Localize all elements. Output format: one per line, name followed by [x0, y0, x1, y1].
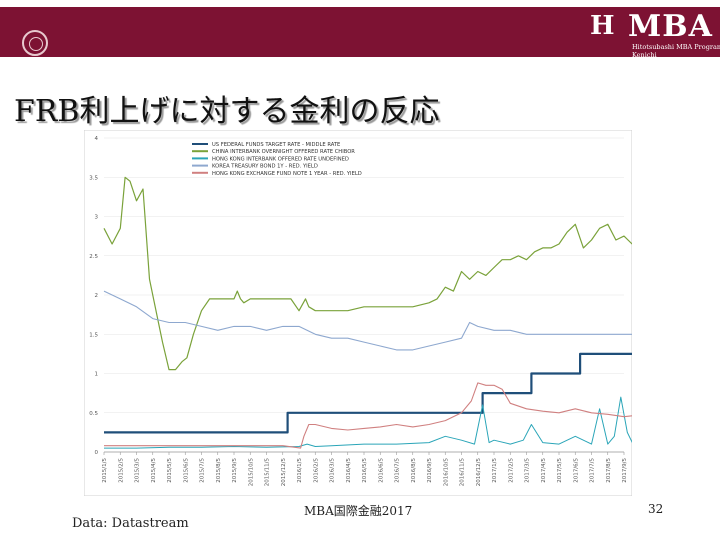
x-tick-label: 2016/5/5: [362, 458, 368, 483]
legend-label: HONG KONG EXCHANGE FUND NOTE 1 YEAR - RE…: [212, 171, 362, 177]
y-tick-label: 3: [95, 215, 99, 221]
university-seal-icon: [22, 30, 48, 56]
x-tick-label: 2015/6/5: [183, 458, 189, 483]
banner-bar: [0, 7, 720, 57]
logo-subtitle-2: Kenichi: [632, 51, 657, 59]
y-tick-label: 0.5: [89, 411, 98, 417]
x-tick-label: 2016/7/5: [395, 458, 401, 483]
y-tick-label: 3.5: [89, 175, 98, 181]
legend-label: CHINA INTERBANK OVERNIGHT OFFERED RATE C…: [212, 149, 355, 155]
x-tick-label: 2016/11/5: [460, 458, 466, 487]
banner-top-strip: [0, 0, 720, 7]
page-number: 32: [648, 502, 664, 516]
x-tick-label: 2017/8/5: [606, 458, 612, 483]
footer-course: MBA国際金融2017: [304, 504, 413, 518]
chart-frame: [84, 130, 632, 496]
x-tick-label: 2016/3/5: [330, 458, 336, 483]
slide-title: FRB利上げに対する金利の反応: [14, 94, 440, 129]
x-tick-label: 2016/2/5: [313, 458, 319, 483]
x-tick-label: 2015/7/5: [200, 458, 206, 483]
x-tick-label: 2017/2/5: [508, 458, 514, 483]
x-tick-label: 2017/3/5: [525, 458, 531, 483]
x-tick-label: 2015/10/5: [248, 458, 254, 487]
x-tick-label: 2015/11/5: [265, 458, 271, 487]
x-tick-label: 2017/5/5: [557, 458, 563, 483]
x-tick-label: 2015/12/5: [281, 458, 287, 487]
y-tick-label: 0: [95, 450, 99, 456]
series-line-2: [104, 396, 632, 449]
legend-label: US FEDERAL FUNDS TARGET RATE - MIDDLE RA…: [212, 142, 340, 148]
x-tick-label: 2017/6/5: [573, 458, 579, 483]
x-tick-label: 2017/7/5: [590, 458, 596, 483]
x-tick-label: 2016/4/5: [346, 458, 352, 483]
y-tick-label: 1.5: [89, 332, 98, 338]
series-line-1: [103, 176, 632, 371]
x-tick-label: 2017/9/5: [622, 458, 628, 483]
series-line-4: [104, 382, 632, 449]
legend-label: KOREA TREASURY BOND 1Y - RED. YIELD: [212, 164, 318, 170]
x-tick-label: 2015/9/5: [232, 458, 238, 483]
rates-line-chart: 0 0.5 1 1.5 2 2.5 3 3.5 4 2015/1/5 2015/2/5 2015/3…: [84, 130, 632, 496]
series-line-0: [104, 352, 632, 434]
y-tick-label: 4: [95, 136, 99, 142]
x-tick-label: 2017/1/5: [492, 458, 498, 483]
x-tick-label: 2017/4/5: [541, 458, 547, 483]
logo-text: MBA: [628, 9, 713, 44]
x-tick-label: 2015/8/5: [216, 458, 222, 483]
x-tick-label: 2016/12/5: [476, 458, 482, 487]
x-tick-label: 2015/1/5: [102, 458, 108, 483]
logo-subtitle: Hitotsubashi MBA Program: [632, 43, 720, 51]
x-tick-label: 2016/8/5: [411, 458, 417, 483]
x-tick-label: 2015/2/5: [118, 458, 124, 483]
data-source: Data: Datastream: [72, 516, 189, 531]
y-tick-label: 2: [95, 293, 99, 299]
x-tick-label: 2015/3/5: [135, 458, 141, 483]
legend-label: HONG KONG INTERBANK OFFERED RATE UNDEFIN…: [212, 156, 349, 162]
mba-logo: H MBA Hitotsubashi MBA Program Kenichi: [588, 7, 720, 59]
x-tick-label: 2015/5/5: [167, 458, 173, 483]
x-tick-label: 2016/9/5: [427, 458, 433, 483]
x-tick-label: 2016/6/5: [378, 458, 384, 483]
y-tick-label: 2.5: [89, 254, 98, 260]
header-banner: H MBA Hitotsubashi MBA Program Kenichi: [0, 0, 720, 62]
x-tick-label: 2016/10/5: [443, 458, 449, 487]
x-tick-label: 2015/4/5: [151, 458, 157, 483]
series-line-3: [103, 290, 632, 351]
logo-mark: H: [590, 11, 615, 41]
x-tick-label: 2016/1/5: [297, 458, 303, 483]
y-tick-label: 1: [95, 372, 99, 378]
